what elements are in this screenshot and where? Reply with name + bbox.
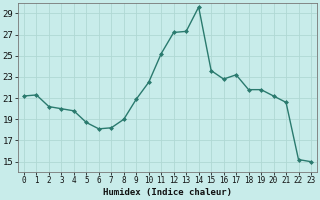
X-axis label: Humidex (Indice chaleur): Humidex (Indice chaleur) [103,188,232,197]
